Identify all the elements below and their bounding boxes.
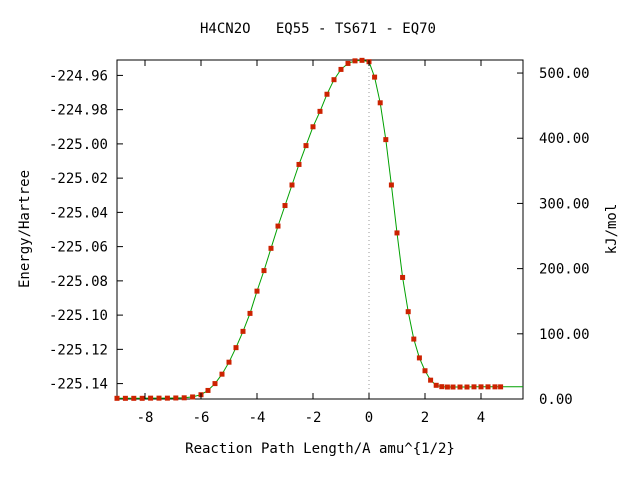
y2-tick-label: 100.00: [539, 327, 590, 343]
data-point: [352, 58, 358, 64]
data-point: [122, 395, 128, 401]
data-point: [388, 182, 394, 188]
data-point: [485, 384, 491, 390]
data-point: [247, 310, 253, 316]
y2-tick-label: 300.00: [539, 196, 590, 212]
y-tick-label: -225.02: [49, 171, 108, 187]
data-point: [405, 309, 411, 315]
x-axis-ticks: -8 -6 -4 -2 0 2 4: [137, 60, 485, 426]
x-tick-label: 0: [365, 410, 373, 426]
x-tick-label: 2: [421, 410, 429, 426]
data-point: [275, 223, 281, 229]
data-point: [164, 395, 170, 401]
data-point: [324, 91, 330, 97]
x-tick-label: 4: [477, 410, 485, 426]
data-point: [303, 143, 309, 149]
data-point: [226, 359, 232, 365]
data-point: [233, 345, 239, 351]
y2-tick-label: 200.00: [539, 262, 590, 278]
data-point: [345, 60, 351, 66]
y2-tick-label: 0.00: [539, 392, 573, 408]
data-point: [139, 395, 145, 401]
data-point: [492, 384, 498, 390]
plot-area-frame: [116, 59, 524, 400]
data-point: [411, 336, 417, 342]
data-point: [173, 395, 179, 401]
data-point: [450, 384, 456, 390]
data-point: [296, 161, 302, 167]
data-point: [212, 381, 218, 387]
data-point: [377, 100, 383, 106]
y-tick-label: -225.12: [49, 342, 108, 358]
data-point: [383, 137, 389, 143]
data-point: [190, 394, 196, 400]
data-point: [359, 57, 365, 63]
x-tick-label: -8: [137, 410, 154, 426]
y-tick-label: -225.04: [49, 205, 108, 221]
y2-axis-ticks: 0.00 100.00 200.00 300.00 400.00 500.00: [517, 66, 590, 408]
x-tick-label: -2: [305, 410, 322, 426]
data-point: [338, 66, 344, 72]
y-tick-label: -225.08: [49, 274, 108, 290]
data-point: [261, 268, 267, 274]
data-point: [317, 108, 323, 114]
data-point: [331, 77, 337, 83]
data-point: [464, 384, 470, 390]
data-point: [372, 74, 378, 80]
energy-markers: [114, 57, 504, 401]
data-point: [394, 230, 400, 236]
data-point: [289, 182, 295, 188]
energy-series-line: [117, 59, 523, 399]
data-point: [498, 384, 504, 390]
y-axis-label: Energy/Hartree: [17, 170, 33, 288]
y-tick-label: -224.98: [49, 103, 108, 119]
y2-tick-label: 500.00: [539, 66, 590, 82]
data-point: [114, 395, 120, 401]
y2-tick-label: 400.00: [539, 131, 590, 147]
data-point: [444, 384, 450, 390]
y-tick-label: -225.00: [49, 137, 108, 153]
y-tick-label: -225.14: [49, 377, 108, 393]
data-point: [148, 395, 154, 401]
data-point: [254, 288, 260, 294]
data-point: [282, 203, 288, 209]
data-point: [457, 384, 463, 390]
data-point: [439, 384, 445, 390]
data-point: [205, 387, 211, 393]
data-point: [433, 382, 439, 388]
data-point: [240, 328, 246, 334]
data-point: [416, 355, 422, 361]
data-point: [268, 245, 274, 251]
data-point: [422, 368, 428, 374]
data-point: [156, 395, 162, 401]
x-tick-label: -6: [193, 410, 210, 426]
y-axis-ticks: -224.96 -224.98 -225.00 -225.02 -225.04 -225.…: [49, 68, 123, 393]
data-point: [181, 395, 187, 401]
y-tick-label: -225.06: [49, 240, 108, 256]
data-point: [131, 395, 137, 401]
data-point: [478, 384, 484, 390]
x-tick-label: -4: [249, 410, 266, 426]
data-point: [310, 124, 316, 130]
y-tick-label: -224.96: [49, 68, 108, 84]
data-point: [471, 384, 477, 390]
data-point: [219, 371, 225, 377]
y-tick-label: -225.10: [49, 308, 108, 324]
chart-title: H4CN2O EQ55 - TS671 - EQ70: [200, 21, 436, 37]
energy-curve: [117, 59, 523, 399]
data-point: [400, 274, 406, 280]
y2-axis-label: kJ/mol: [604, 204, 620, 255]
x-axis-label: Reaction Path Length/A amu^{1/2}: [185, 441, 455, 457]
data-point: [428, 377, 434, 383]
